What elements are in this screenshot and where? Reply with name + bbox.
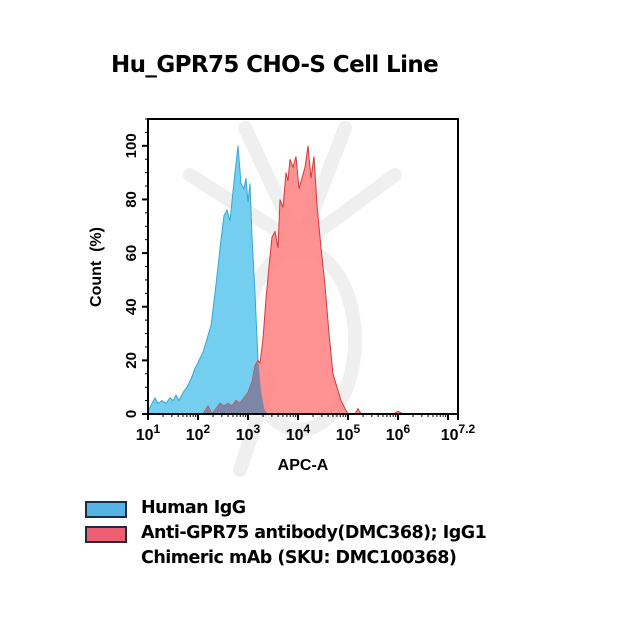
- legend-swatch-blue: [85, 501, 127, 518]
- legend-item-human-igg: Human IgG: [85, 496, 486, 521]
- y-tick-label: 80: [123, 191, 140, 208]
- y-tick-label: 0: [123, 410, 140, 418]
- x-tick-label: 106: [386, 422, 411, 444]
- y-axis-label: Count (%): [88, 227, 105, 307]
- legend-item-anti-gpr75: Anti-GPR75 antibody(DMC368); IgG1 Chimer…: [85, 521, 487, 571]
- x-tick-label: 102: [186, 422, 211, 444]
- x-tick-label: 107.2: [441, 422, 476, 444]
- legend-swatch-red: [85, 526, 127, 543]
- legend-label: Human IgG: [141, 498, 246, 518]
- y-tick-label: 60: [123, 245, 140, 262]
- x-axis: 101 102 103 104 105 106 107.2: [136, 414, 476, 444]
- series-human-igg: [147, 145, 268, 415]
- y-tick-label: 40: [123, 298, 140, 315]
- legend-label: Anti-GPR75 antibody(DMC368); IgG1 Chimer…: [141, 523, 487, 568]
- x-tick-label: 105: [336, 422, 361, 444]
- legend: Human IgG Anti-GPR75 antibody(DMC368); I…: [85, 496, 487, 571]
- x-tick-label: 104: [286, 422, 311, 444]
- y-tick-label: 20: [123, 352, 140, 369]
- chart-title: Hu_GPR75 CHO-S Cell Line: [111, 52, 439, 78]
- x-tick-label: 103: [236, 422, 261, 444]
- y-axis: 0 20 40 60 80 100: [123, 118, 148, 418]
- x-tick-label: 101: [136, 422, 161, 444]
- x-axis-label: APC-A: [278, 457, 329, 474]
- y-tick-label: 100: [123, 133, 140, 158]
- plot-area: [147, 145, 404, 415]
